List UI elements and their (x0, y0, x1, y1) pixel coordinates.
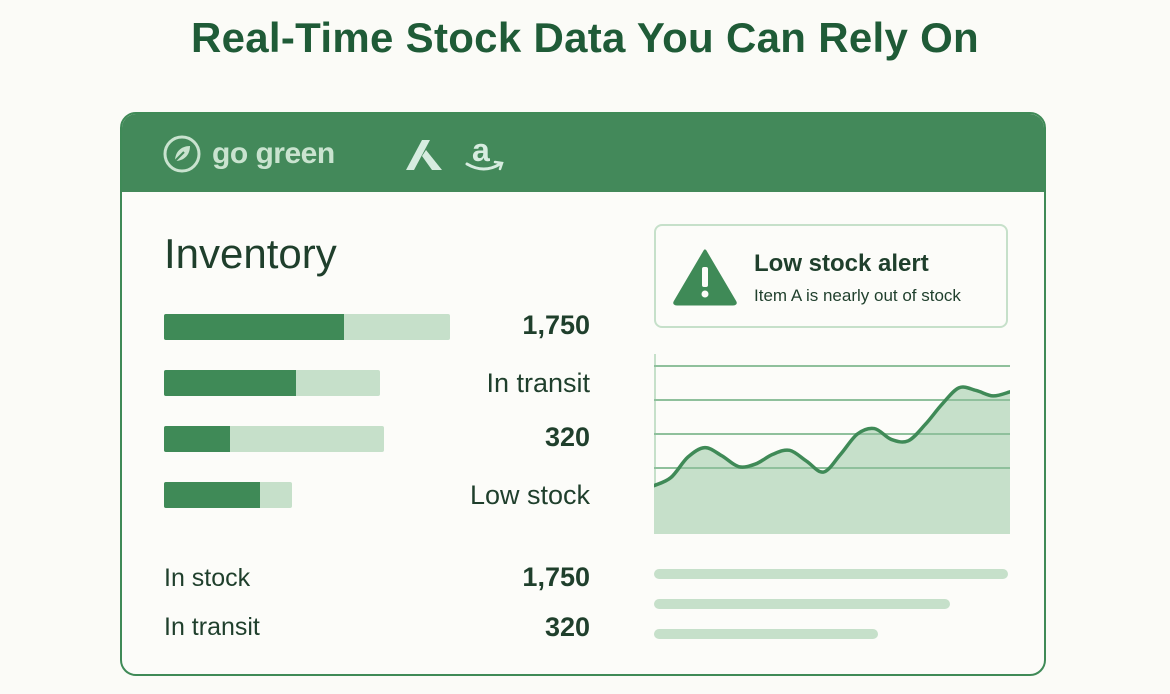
summary-value-in-transit: 320 (544, 612, 590, 642)
card-header: go green a (122, 114, 1044, 192)
inventory-bar-3 (164, 426, 384, 452)
a-logo-icon (406, 140, 442, 170)
inventory-title: Inventory (164, 230, 337, 277)
alert-message: Item A is nearly out of stock (754, 286, 961, 305)
bar-value-2: In transit (486, 368, 590, 398)
bar-fill-4 (164, 482, 260, 508)
bar-value-1: 1,750 (522, 310, 590, 340)
amazon-logo-icon: a (464, 132, 506, 174)
placeholder-line-2 (654, 599, 950, 609)
chart-area-fill (654, 387, 1010, 534)
chart-series-line (654, 385, 1010, 488)
summary-label-in-transit: In transit (164, 613, 260, 641)
stock-area-chart (654, 354, 1010, 534)
inventory-dashboard-card: go green a Inventory 1,750 In transit 32… (120, 112, 1046, 676)
summary-label-in-stock: In stock (164, 564, 251, 592)
warning-icon (673, 249, 737, 306)
brand-name: go green (212, 137, 335, 170)
bar-fill-2 (164, 370, 296, 396)
leaf-logo-icon (163, 135, 201, 173)
page-headline: Real-Time Stock Data You Can Rely On (190, 14, 980, 61)
inventory-bar-1 (164, 314, 450, 340)
bar-fill-1 (164, 314, 345, 340)
bar-value-4: Low stock (469, 480, 590, 510)
amazon-letter: a (472, 132, 490, 168)
inventory-bar-2 (164, 370, 380, 396)
inventory-bar-4 (164, 482, 292, 508)
bar-value-3: 320 (544, 422, 590, 452)
summary-value-in-stock: 1,750 (522, 562, 590, 592)
brand: go green (162, 134, 335, 174)
placeholder-line-3 (654, 629, 878, 639)
low-stock-alert: Low stock alert Item A is nearly out of … (654, 224, 1008, 328)
alert-title: Low stock alert (754, 250, 929, 277)
bar-fill-3 (164, 426, 230, 452)
placeholder-line-1 (654, 569, 1008, 579)
